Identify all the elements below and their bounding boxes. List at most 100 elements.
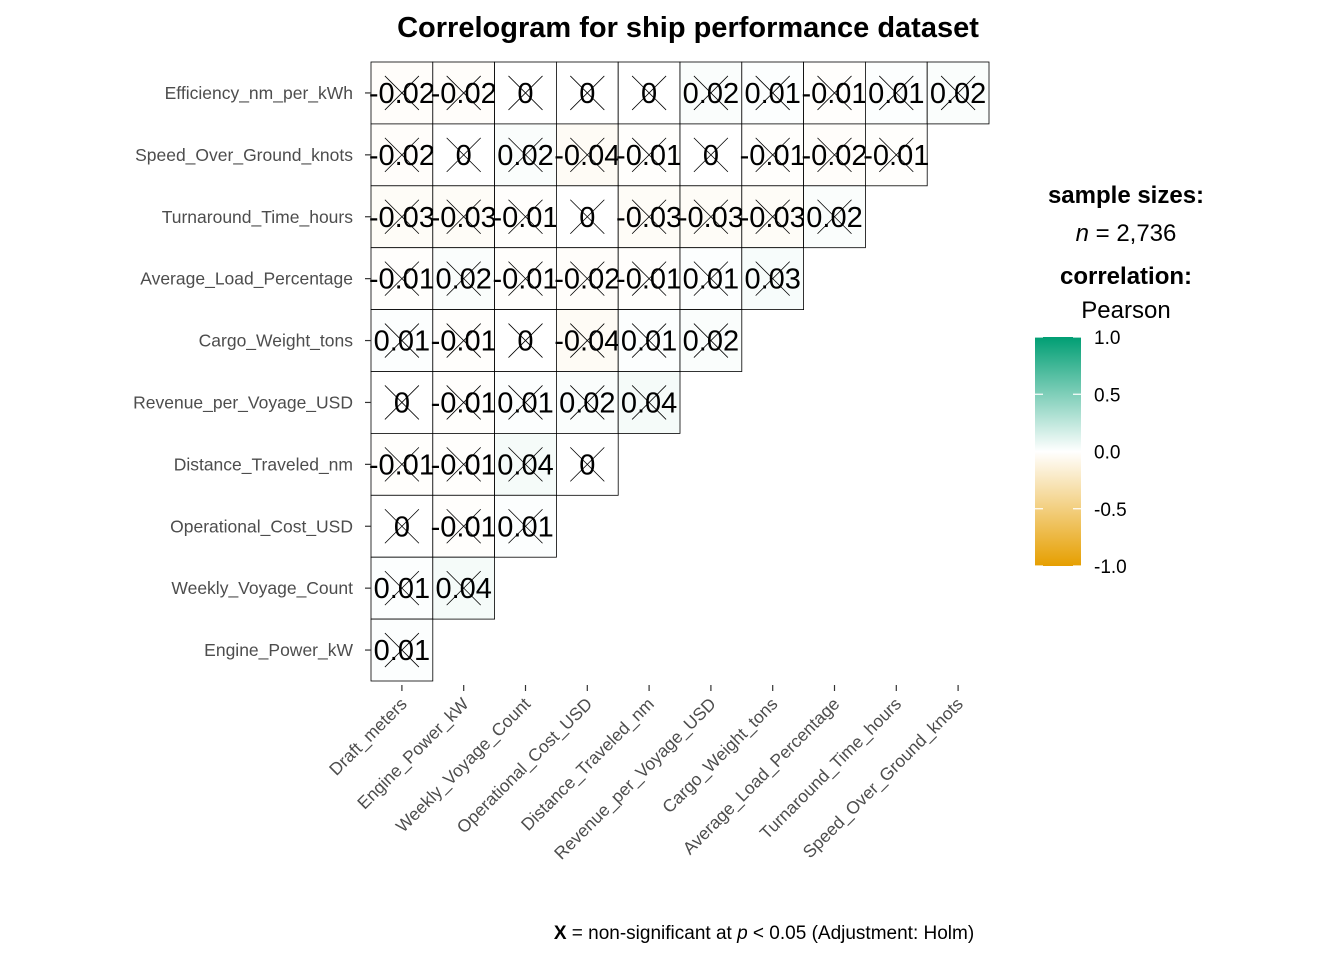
heatmap-cell: 0.02 xyxy=(679,61,743,125)
non-significant-mark xyxy=(508,323,543,358)
cell-value-label: 0.02 xyxy=(806,202,862,234)
non-significant-mark xyxy=(508,137,543,173)
cell-value-label: -0.03 xyxy=(431,202,497,234)
heatmap-cells: -0.02-0.02 0 0 0 0.02 0.01 -0.01 0.01 0.02-0.02 0… xyxy=(369,61,990,682)
cell-value-label: 0.04 xyxy=(621,387,677,419)
non-significant-mark xyxy=(570,261,605,296)
cell-value-label: 0.02 xyxy=(559,387,615,419)
y-tick-label: Operational_Cost_USD xyxy=(170,516,353,537)
non-significant-mark xyxy=(693,323,729,358)
heatmap-cell: 0 xyxy=(494,309,557,372)
non-significant-mark xyxy=(631,385,667,420)
non-significant-mark xyxy=(508,261,543,296)
heatmap-cell: 0.02 xyxy=(679,309,743,372)
heatmap-cell: -0.03 xyxy=(431,185,497,249)
heatmap-cell: 0 xyxy=(432,123,495,187)
non-significant-mark xyxy=(755,199,790,235)
x-axis-labels: Draft_metersEngine_Power_kWWeekly_Voyage… xyxy=(325,685,968,864)
non-significant-mark xyxy=(508,385,543,420)
heatmap-cell: -0.01 xyxy=(492,185,559,249)
cell-value-label: -0.01 xyxy=(801,78,867,110)
cell-value-label: -0.01 xyxy=(431,449,497,481)
legend-correlation-title: correlation: xyxy=(1060,263,1192,290)
heatmap-cell: -0.01 xyxy=(369,247,435,310)
heatmap-cell: -0.03 xyxy=(369,185,435,249)
cell-value-label: -0.01 xyxy=(431,511,497,543)
heatmap-cell: 0 xyxy=(370,494,434,558)
heatmap-cell: 0.01 xyxy=(494,371,557,434)
cell-value-label: -0.01 xyxy=(616,264,682,296)
heatmap-cell: 0 xyxy=(370,371,434,434)
cell-value-label: -0.01 xyxy=(431,326,497,358)
cell-value-label: 0 xyxy=(579,78,595,110)
cell-value-label: 0 xyxy=(579,449,595,481)
heatmap-cell: -0.04 xyxy=(554,123,620,187)
heatmap-cell: 0 xyxy=(679,123,743,187)
chart-title: Correlogram for ship performance dataset xyxy=(397,12,979,44)
cell-value-label: -0.04 xyxy=(554,140,620,172)
non-significant-mark xyxy=(817,199,852,235)
cell-value-label: -0.01 xyxy=(492,264,558,296)
legend-ticks: 1.0 0.5 0.0 -0.5 -1.0 xyxy=(1035,328,1127,578)
heatmap-cell: -0.03 xyxy=(616,185,682,249)
y-tick-label: Cargo_Weight_tons xyxy=(199,331,354,352)
cell-value-label: 0.02 xyxy=(930,78,986,110)
legend: sample sizes: n = 2,736 correlation: Pea… xyxy=(1035,182,1204,578)
non-significant-mark xyxy=(817,75,852,111)
cell-value-label: 0 xyxy=(456,140,472,172)
non-significant-mark xyxy=(631,199,667,235)
cell-value-label: 0 xyxy=(394,511,410,543)
non-significant-mark xyxy=(755,261,790,296)
heatmap-cell: 0.02 xyxy=(926,61,990,125)
non-significant-mark xyxy=(508,75,543,111)
cell-value-label: -0.01 xyxy=(492,202,558,234)
heatmap-cell: -0.02 xyxy=(801,123,868,187)
non-significant-mark xyxy=(631,75,667,111)
heatmap-cell: 0.04 xyxy=(617,371,681,434)
heatmap-cell: -0.02 xyxy=(554,247,620,310)
non-significant-mark xyxy=(508,447,543,482)
cell-value-label: 0.02 xyxy=(497,140,553,172)
heatmap-cell: 0.02 xyxy=(556,371,619,434)
heatmap-cell: 0.01 xyxy=(370,618,434,682)
cell-value-label: 0.02 xyxy=(435,264,491,296)
cell-value-label: 0 xyxy=(703,140,719,172)
heatmap-cell: 0.01 xyxy=(617,309,681,372)
heatmap-cell: 0.01 xyxy=(370,556,434,620)
non-significant-mark xyxy=(693,137,729,173)
non-significant-mark xyxy=(446,199,481,235)
non-significant-mark xyxy=(879,75,914,111)
non-significant-mark xyxy=(755,75,790,111)
non-significant-mark xyxy=(446,75,481,111)
y-tick-label: Efficiency_nm_per_kWh xyxy=(165,83,353,104)
non-significant-mark xyxy=(631,137,667,173)
non-significant-mark xyxy=(384,632,420,668)
heatmap-cell: 0 xyxy=(494,61,557,125)
cell-value-label: -0.03 xyxy=(369,202,435,234)
legend-tick-label: 0.0 xyxy=(1094,443,1120,464)
non-significant-mark xyxy=(446,447,481,482)
non-significant-mark xyxy=(384,323,420,358)
non-significant-mark xyxy=(446,137,481,173)
legend-sample-size: n = 2,736 xyxy=(1076,220,1177,247)
non-significant-mark xyxy=(817,137,852,173)
heatmap-cell: -0.01 xyxy=(369,432,435,496)
legend-sample-title: sample sizes: xyxy=(1048,182,1204,209)
cell-value-label: -0.03 xyxy=(740,202,806,234)
cell-value-label: -0.01 xyxy=(863,140,929,172)
non-significant-mark xyxy=(940,75,976,111)
x-tick-label: Cargo_Weight_tons xyxy=(658,694,782,818)
non-significant-mark xyxy=(446,508,481,544)
cell-value-label: 0 xyxy=(641,78,657,110)
non-significant-mark xyxy=(570,137,605,173)
legend-tick-label: -1.0 xyxy=(1094,557,1127,578)
non-significant-mark xyxy=(446,385,481,420)
non-significant-mark xyxy=(446,323,481,358)
cell-value-label: -0.01 xyxy=(369,449,435,481)
non-significant-mark xyxy=(384,508,420,544)
non-significant-mark xyxy=(570,323,605,358)
cell-value-label: 0.01 xyxy=(497,511,553,543)
heatmap-cell: 0 xyxy=(556,185,619,249)
non-significant-mark xyxy=(693,261,729,296)
non-significant-mark xyxy=(570,447,605,482)
